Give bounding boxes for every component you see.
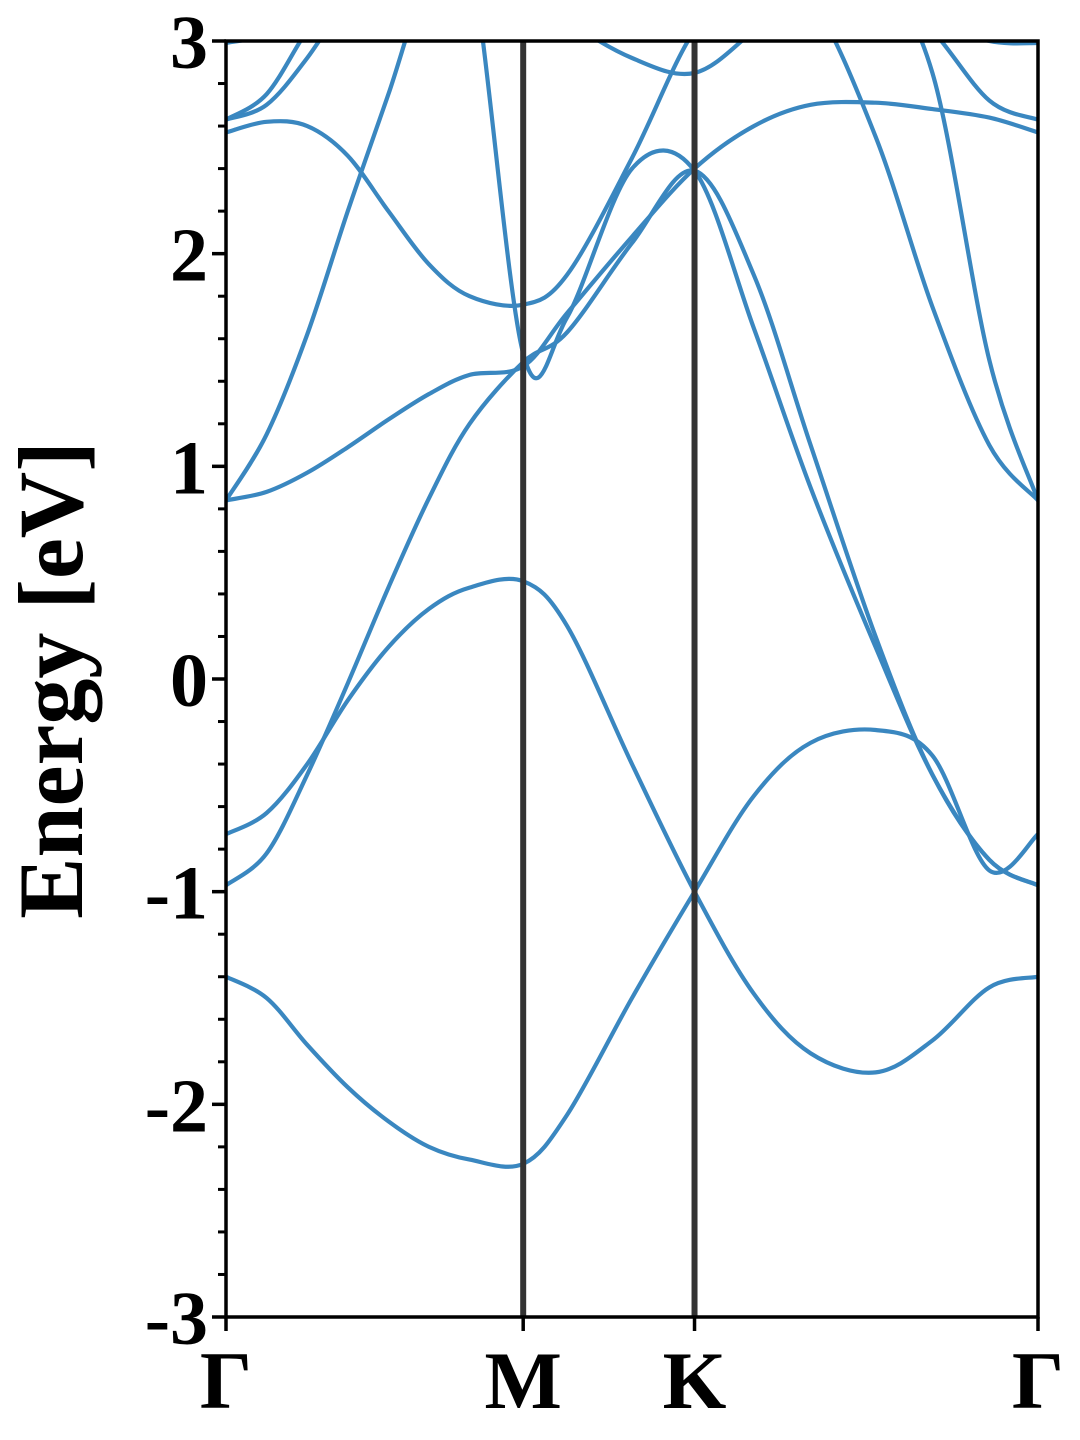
y-tick-label: 1 (170, 426, 208, 510)
band-line-6 (226, 41, 1038, 503)
band-line-4 (226, 99, 1038, 503)
band-line-3 (226, 168, 1038, 888)
band-lines (226, 41, 1038, 1169)
y-tick-label: 2 (170, 214, 208, 298)
band-line-9 (226, 41, 1038, 46)
band-line-5 (226, 41, 1038, 888)
x-tick-label-4: Γ (1012, 1335, 1064, 1426)
y-tick-label: 3 (170, 1, 208, 85)
y-axis-label: Energy [eV] (0, 441, 102, 919)
high-symmetry-dividers (520, 41, 698, 1317)
y-tick-label: -3 (145, 1277, 208, 1361)
x-tick-label-1: Γ (200, 1335, 252, 1426)
band-line-2 (226, 576, 1038, 1075)
band-line-7 (226, 41, 1038, 503)
y-tick-label: -1 (145, 852, 208, 936)
x-tick-label-3: K (663, 1335, 727, 1426)
y-tick-label: 0 (170, 639, 208, 723)
x-tick-label-2: M (484, 1335, 561, 1426)
band-line-1 (226, 727, 1038, 1169)
y-axis-ticks: -3 -2 -1 0 1 2 3 (145, 1, 226, 1361)
y-tick-label: -2 (145, 1064, 208, 1148)
